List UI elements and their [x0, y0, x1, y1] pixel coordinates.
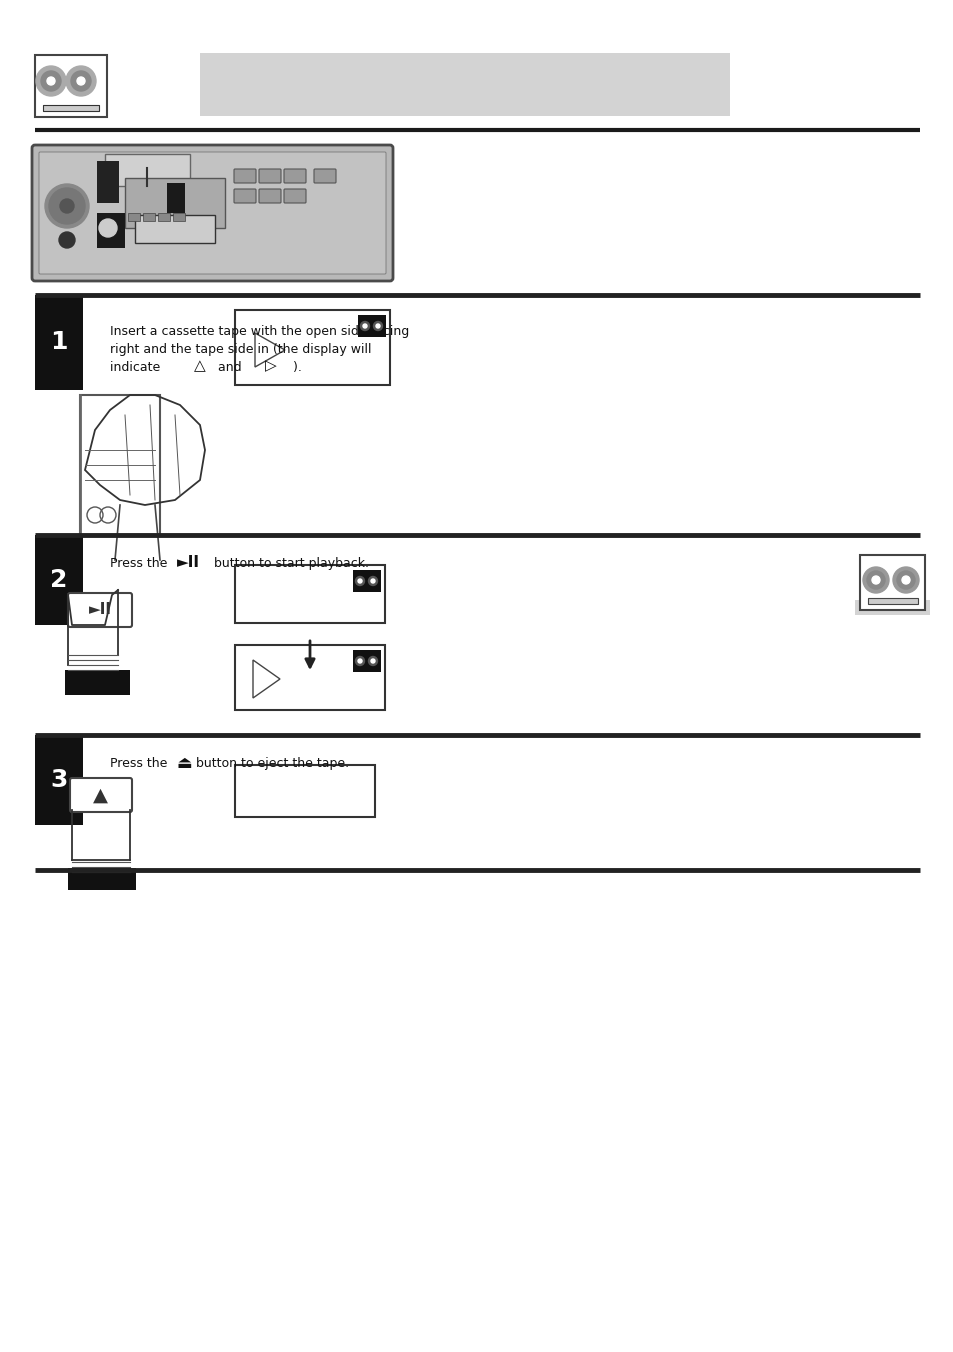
Text: Press the: Press the [110, 757, 172, 771]
Text: indicate: indicate [110, 361, 172, 375]
Circle shape [45, 184, 89, 228]
FancyBboxPatch shape [39, 151, 386, 274]
Bar [135, 215, 214, 243]
Circle shape [60, 199, 74, 214]
Bar [43, 105, 99, 111]
Circle shape [368, 657, 377, 665]
Bar [65, 671, 130, 695]
Bar [172, 214, 185, 220]
Circle shape [49, 188, 85, 224]
Text: button to start playback.: button to start playback. [210, 557, 369, 571]
Bar [854, 600, 929, 615]
Text: 3: 3 [51, 768, 68, 792]
Circle shape [41, 72, 61, 91]
Circle shape [896, 571, 914, 589]
Circle shape [368, 576, 377, 585]
Circle shape [99, 219, 117, 237]
Circle shape [355, 576, 364, 585]
FancyBboxPatch shape [68, 594, 132, 627]
Circle shape [866, 571, 884, 589]
Bar [97, 161, 119, 203]
Circle shape [47, 77, 55, 85]
Text: ►II: ►II [89, 603, 112, 618]
Circle shape [375, 324, 379, 329]
Bar [35, 295, 83, 389]
Circle shape [901, 576, 909, 584]
Circle shape [357, 658, 361, 662]
Text: ►II: ►II [177, 556, 200, 571]
Bar [200, 53, 729, 116]
Text: ▷: ▷ [265, 358, 276, 373]
Bar [357, 315, 386, 337]
Text: Insert a cassette tape with the open side facing: Insert a cassette tape with the open sid… [110, 324, 409, 338]
FancyBboxPatch shape [258, 169, 281, 183]
Circle shape [374, 322, 382, 330]
Bar [234, 310, 390, 385]
Circle shape [357, 579, 361, 583]
Bar [234, 765, 375, 817]
Bar [97, 214, 125, 247]
Circle shape [371, 579, 375, 583]
Circle shape [371, 658, 375, 662]
Text: ).: ). [285, 361, 301, 375]
FancyBboxPatch shape [70, 777, 132, 813]
Bar [353, 650, 380, 672]
Bar [125, 178, 225, 228]
FancyBboxPatch shape [233, 189, 255, 203]
Text: 1: 1 [51, 330, 68, 354]
Bar [35, 735, 83, 825]
FancyBboxPatch shape [233, 169, 255, 183]
Circle shape [363, 324, 367, 329]
Bar [234, 565, 385, 623]
Bar [128, 214, 140, 220]
Text: and: and [210, 361, 250, 375]
Text: Press the: Press the [110, 557, 172, 571]
Bar [43, 105, 99, 111]
Circle shape [871, 576, 879, 584]
Bar [158, 214, 170, 220]
Bar [234, 645, 385, 710]
Bar [859, 556, 924, 610]
Bar [867, 598, 917, 604]
FancyBboxPatch shape [284, 169, 306, 183]
Bar [167, 183, 185, 214]
Circle shape [355, 657, 364, 665]
Bar [35, 535, 83, 625]
Bar [80, 395, 160, 535]
Circle shape [862, 566, 888, 594]
Text: 2: 2 [51, 568, 68, 592]
FancyBboxPatch shape [32, 145, 393, 281]
FancyBboxPatch shape [284, 189, 306, 203]
Text: ⏏: ⏏ [177, 754, 193, 772]
Bar [68, 868, 136, 890]
Circle shape [59, 233, 75, 247]
Circle shape [892, 566, 918, 594]
Circle shape [77, 77, 85, 85]
FancyBboxPatch shape [258, 189, 281, 203]
Bar [353, 571, 380, 592]
Text: △: △ [193, 358, 206, 373]
Circle shape [71, 72, 91, 91]
Text: right and the tape side in (the display will: right and the tape side in (the display … [110, 343, 371, 356]
Bar [105, 154, 190, 187]
Circle shape [360, 322, 369, 330]
Bar [143, 214, 154, 220]
Bar [35, 55, 107, 118]
Text: ▲: ▲ [92, 786, 108, 804]
Circle shape [36, 66, 66, 96]
Circle shape [66, 66, 96, 96]
Text: button to eject the tape.: button to eject the tape. [192, 757, 349, 771]
FancyBboxPatch shape [314, 169, 335, 183]
